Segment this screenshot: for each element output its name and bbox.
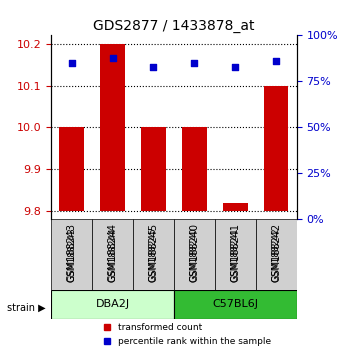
Bar — [182, 127, 207, 211]
Text: GSM188242: GSM188242 — [271, 223, 281, 282]
Bar — [59, 127, 84, 211]
Text: DBA2J: DBA2J — [95, 299, 130, 309]
Bar — [100, 44, 125, 211]
Point — [69, 60, 74, 65]
Text: GSM188245: GSM188245 — [148, 223, 159, 282]
Point — [192, 60, 197, 65]
Text: strain ▶: strain ▶ — [7, 303, 45, 313]
Text: GSM188240: GSM188240 — [190, 228, 199, 282]
Bar — [141, 127, 166, 211]
FancyBboxPatch shape — [174, 219, 215, 290]
Point — [273, 58, 279, 63]
Text: GSM188241: GSM188241 — [231, 228, 240, 282]
Text: GSM188245: GSM188245 — [149, 228, 158, 282]
Text: GSM188244: GSM188244 — [107, 223, 118, 282]
FancyBboxPatch shape — [174, 290, 297, 319]
Text: GSM188243: GSM188243 — [66, 223, 77, 282]
Text: GSM188241: GSM188241 — [230, 223, 240, 282]
Text: GSM188243: GSM188243 — [67, 228, 76, 282]
Legend: transformed count, percentile rank within the sample: transformed count, percentile rank withi… — [100, 320, 275, 349]
FancyBboxPatch shape — [51, 290, 174, 319]
Bar — [264, 86, 288, 211]
FancyBboxPatch shape — [256, 219, 297, 290]
FancyBboxPatch shape — [215, 219, 256, 290]
Bar — [223, 203, 248, 211]
FancyBboxPatch shape — [92, 219, 133, 290]
Text: GSM188240: GSM188240 — [189, 223, 199, 282]
Point — [233, 64, 238, 70]
Point — [110, 56, 115, 61]
Text: GSM188242: GSM188242 — [272, 228, 281, 282]
Text: GSM188244: GSM188244 — [108, 228, 117, 282]
Title: GDS2877 / 1433878_at: GDS2877 / 1433878_at — [93, 19, 255, 33]
Point — [151, 64, 156, 70]
FancyBboxPatch shape — [133, 219, 174, 290]
Text: C57BL6J: C57BL6J — [212, 299, 258, 309]
FancyBboxPatch shape — [51, 219, 92, 290]
